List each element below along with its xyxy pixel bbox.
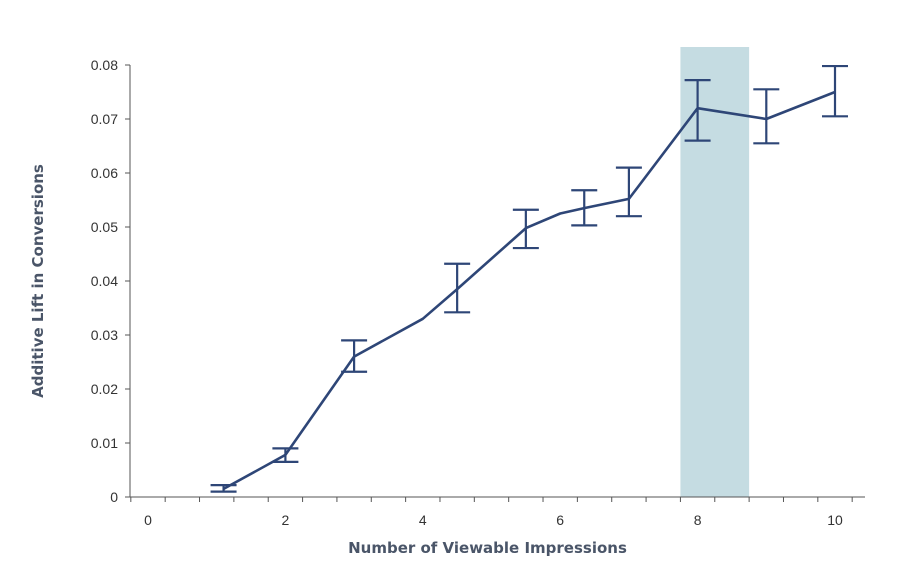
x-tick-label: 8 — [694, 512, 702, 528]
x-axis-title: Number of Viewable Impressions — [348, 539, 627, 557]
error-bar — [753, 88, 780, 145]
axes — [125, 64, 865, 502]
x-tick-label: 10 — [827, 512, 843, 528]
error-bar — [822, 64, 848, 118]
y-tick-label: 0.05 — [91, 219, 118, 235]
error-bar — [444, 262, 471, 314]
series-layer — [222, 90, 836, 491]
y-tick-label: 0.01 — [91, 435, 118, 451]
error-bar — [615, 166, 642, 218]
highlight-band-layer — [680, 47, 750, 497]
x-tick-label: 4 — [419, 512, 427, 528]
error-bar — [210, 484, 237, 493]
y-tick-label: 0 — [110, 489, 118, 505]
y-tick-label: 0.06 — [91, 165, 118, 181]
error-bar — [512, 208, 539, 250]
error-bar — [341, 339, 368, 373]
tick-label-layer: 0 0.01 0.02 0.03 0.04 0.05 0.06 0.07 0.08 0 2 4 6 8 10 — [91, 57, 843, 528]
x-tick-label: 0 — [144, 512, 152, 528]
error-bar-layer — [210, 64, 848, 493]
error-bar — [684, 79, 711, 142]
highlight-band — [680, 47, 750, 497]
series-line — [222, 90, 836, 491]
error-bar — [272, 447, 299, 463]
y-tick-label: 0.04 — [91, 273, 118, 289]
x-tick-label: 2 — [282, 512, 290, 528]
x-tick-label: 6 — [556, 512, 564, 528]
y-axis-title: Additive Lift in Conversions — [29, 164, 47, 398]
error-bar — [571, 189, 598, 227]
y-tick-label: 0.07 — [91, 111, 118, 127]
y-tick-label: 0.08 — [91, 57, 118, 73]
y-tick-label: 0.03 — [91, 327, 118, 343]
y-tick-label: 0.02 — [91, 381, 118, 397]
